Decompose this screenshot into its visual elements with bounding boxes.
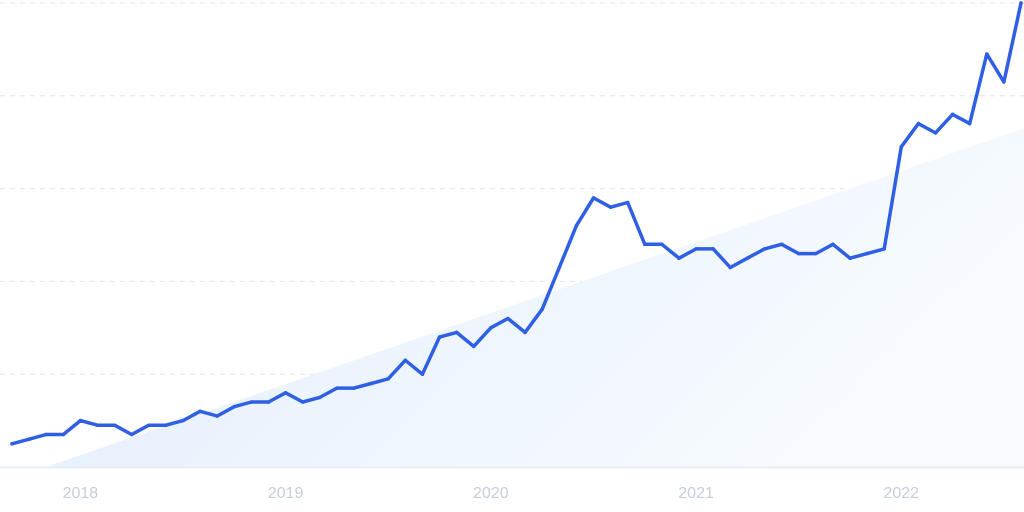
data-point-2021-04 <box>745 256 750 261</box>
data-point-2021-01 <box>694 247 698 251</box>
data-point-2020-05 <box>557 265 562 270</box>
data-point-2021-02 <box>711 247 715 251</box>
data-point-2018-09 <box>215 414 220 418</box>
data-point-2019-07 <box>386 377 391 381</box>
x-tick-label-2022: 2022 <box>883 485 919 502</box>
data-point-2018-04 <box>129 432 134 437</box>
data-points <box>10 1 1023 446</box>
data-point-2022-05 <box>967 121 972 126</box>
data-point-2017-11 <box>44 432 49 437</box>
data-point-2020-02 <box>506 316 510 321</box>
data-point-2017-09 <box>10 442 14 446</box>
data-point-2020-11 <box>660 242 664 247</box>
data-point-2019-04 <box>335 386 339 390</box>
data-point-2019-12 <box>471 344 476 349</box>
data-point-2022-06 <box>984 52 989 56</box>
data-point-2022-08 <box>1019 1 1023 5</box>
data-point-2018-10 <box>232 404 237 409</box>
x-axis-ticks: 2018 2019 2020 2021 2022 <box>63 485 920 502</box>
data-point-2021-07 <box>796 251 801 256</box>
data-point-2022-01 <box>899 145 904 149</box>
data-point-2017-10 <box>27 437 31 441</box>
data-point-2020-12 <box>677 256 681 261</box>
data-point-2021-11 <box>865 251 869 256</box>
data-point-2019-01 <box>283 390 288 395</box>
data-point-2018-01 <box>78 418 83 423</box>
data-point-2019-08 <box>403 358 408 363</box>
data-point-2021-03 <box>728 265 733 270</box>
data-point-2020-08 <box>608 205 613 209</box>
data-point-2020-07 <box>591 196 596 200</box>
data-point-2018-12 <box>266 400 271 404</box>
data-point-2020-01 <box>489 326 493 330</box>
x-tick-label-2019: 2019 <box>268 485 304 502</box>
data-point-2022-07 <box>1002 80 1006 84</box>
trend-area <box>46 128 1024 467</box>
data-point-2019-09 <box>420 372 425 377</box>
data-point-2018-05 <box>147 423 151 428</box>
data-point-2021-06 <box>779 242 784 247</box>
data-point-2020-10 <box>642 242 647 247</box>
x-tick-label-2018: 2018 <box>63 485 99 502</box>
data-point-2018-06 <box>164 423 168 428</box>
data-point-2020-09 <box>625 200 630 205</box>
x-tick-label-2020: 2020 <box>473 485 509 502</box>
data-point-2021-05 <box>762 247 767 251</box>
data-point-2019-06 <box>369 381 373 386</box>
data-point-2019-02 <box>300 400 305 404</box>
data-point-2019-05 <box>352 386 356 390</box>
series-line <box>10 1 1023 446</box>
data-point-2018-03 <box>112 423 117 428</box>
data-point-2020-04 <box>540 307 544 312</box>
data-point-2020-06 <box>574 223 579 228</box>
data-point-2018-02 <box>95 423 100 428</box>
data-point-2018-11 <box>249 400 254 404</box>
data-point-2018-08 <box>198 409 202 414</box>
data-point-2019-03 <box>318 395 322 400</box>
data-point-2022-03 <box>933 131 938 135</box>
data-point-2021-10 <box>848 256 852 261</box>
data-point-2019-10 <box>437 335 442 339</box>
data-point-2017-12 <box>61 432 66 437</box>
data-point-2022-04 <box>950 112 955 117</box>
data-point-2020-03 <box>523 330 527 335</box>
data-point-2018-07 <box>181 418 185 423</box>
data-point-2021-09 <box>831 242 835 247</box>
data-point-2022-02 <box>916 121 921 126</box>
data-point-2021-12 <box>882 247 886 251</box>
data-point-2021-08 <box>813 251 818 256</box>
data-point-2019-11 <box>454 330 459 335</box>
x-tick-label-2021: 2021 <box>678 485 714 502</box>
